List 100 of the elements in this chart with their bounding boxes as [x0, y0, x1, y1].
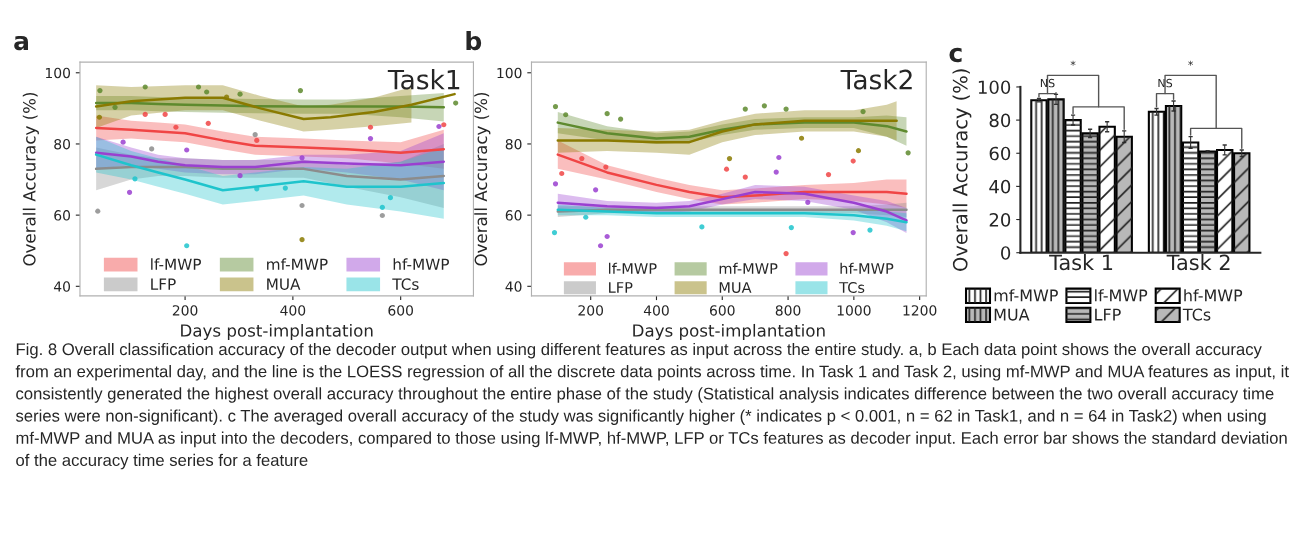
point	[552, 103, 559, 110]
point	[173, 124, 179, 130]
point	[860, 108, 866, 115]
point	[254, 186, 260, 192]
point	[563, 112, 569, 118]
point	[453, 100, 459, 106]
point	[282, 185, 288, 191]
point	[699, 224, 705, 230]
point	[552, 181, 559, 187]
point	[299, 237, 305, 243]
line-series	[94, 151, 446, 169]
y-tick-label: 100	[978, 80, 1011, 95]
x-tick-label: 1200	[903, 305, 937, 316]
point	[551, 229, 558, 236]
point	[96, 114, 102, 120]
point	[867, 227, 873, 233]
point	[436, 123, 442, 130]
legend-label: hf-MWP	[1184, 289, 1243, 302]
y-tick-label: 60	[989, 146, 1011, 161]
point	[805, 199, 811, 205]
point	[783, 250, 789, 257]
y-tick-label: 80	[989, 113, 1011, 128]
y-tick-label: 80	[54, 138, 71, 150]
legend-label: MUA	[994, 308, 1030, 321]
legend-label: TCs	[839, 281, 865, 293]
legend-label: LFP	[151, 278, 176, 290]
point	[776, 154, 782, 161]
chart-title: a	[14, 35, 28, 51]
x-tick-label: 1000	[837, 305, 871, 316]
point	[783, 106, 789, 112]
point	[604, 233, 610, 240]
point	[798, 135, 805, 141]
x-tick-label: 400	[280, 305, 306, 316]
x-tick-label: 600	[388, 305, 413, 316]
legend-label: mf-MWP	[719, 262, 778, 274]
y-tick-label: 0	[1001, 246, 1011, 260]
y-tick-label: 40	[53, 281, 71, 292]
point	[184, 147, 190, 153]
point	[850, 229, 856, 236]
y-axis-title: Overall Accuracy (%)	[22, 92, 39, 266]
point	[95, 208, 101, 214]
legend-label: LFP	[609, 282, 633, 293]
point	[825, 171, 832, 178]
point	[742, 106, 748, 112]
line-series	[556, 208, 908, 224]
legend-label: mf-MWP	[994, 289, 1058, 302]
point	[773, 169, 779, 175]
point	[142, 84, 148, 90]
point	[387, 195, 394, 201]
x-tick-label: Task 2	[1166, 254, 1230, 271]
x-axis-title: Days post-implantation	[633, 323, 825, 341]
point	[559, 170, 565, 177]
y-tick-label: 20	[989, 213, 1011, 227]
point	[254, 137, 260, 143]
x-tick-label: 200	[172, 305, 198, 316]
point	[761, 103, 767, 109]
annotation: Task1	[387, 69, 460, 90]
y-tick-label: 40	[505, 281, 522, 292]
point	[723, 166, 730, 172]
point	[603, 164, 609, 170]
point	[205, 120, 211, 126]
line-series	[94, 126, 446, 155]
point	[742, 174, 748, 180]
point	[726, 155, 733, 162]
line-series	[94, 153, 446, 192]
chart-title: c	[949, 47, 962, 63]
caption: Fig. 8 Overall classification accuracy of the decoder output when using different features as input across the entire study. a, b Each data point shows the overall accuracy from an experimental day, and the line is the LOESS regression of all the discrete data points across time. In Task 1 and Task 2, using mf-MWP and MUA features as input, it consistently generated the highest overall accuracy throughout the entire phase of the study (Statistical analysis indicates difference between the two overall accuracy time series were non-significant). c The averaged overall accuracy of the study was significantly higher (* indicates p < 0.001, n = 62 in Task1, and n = 64 in Task2) when using mf-MWP and MUA as input into the decoders, compared to those using lf-MWP, hf-MWP, LFP or TCs features as decoder input. Each error bar shows the standard deviation of the accuracy time series for a feature	[15, 342, 1289, 470]
point	[379, 204, 385, 210]
point	[579, 155, 585, 162]
line-series	[556, 190, 908, 222]
point	[112, 104, 118, 110]
chart-title: b	[466, 30, 482, 51]
point	[132, 176, 138, 182]
point	[583, 214, 589, 220]
legend-label: TCs	[1182, 308, 1211, 321]
point	[593, 187, 599, 193]
point	[149, 146, 155, 152]
legend-label: hf-MWP	[840, 262, 894, 274]
point	[604, 111, 610, 117]
x-tick-label: 200	[578, 305, 604, 316]
point	[120, 139, 126, 145]
legend-label: lf-MWP	[1095, 289, 1148, 302]
point	[204, 89, 210, 95]
annotation: Task2	[840, 69, 912, 90]
point	[142, 111, 148, 118]
legend-label: lf-MWP	[609, 262, 657, 274]
point	[237, 91, 243, 97]
point	[367, 124, 374, 130]
y-tick-label: 60	[505, 210, 522, 221]
text: *	[1188, 60, 1194, 66]
legend-label: MUA	[719, 282, 752, 293]
y-tick-label: 100	[497, 67, 522, 79]
point	[905, 150, 911, 156]
x-tick-label: 400	[643, 305, 669, 316]
legend-label: lf-MWP	[151, 258, 201, 270]
legend-label: hf-MWP	[393, 258, 449, 270]
point	[184, 243, 190, 249]
y-axis-title: Overall Accuracy (%)	[952, 69, 972, 271]
point	[162, 111, 168, 118]
y-tick-label: 80	[505, 138, 522, 150]
